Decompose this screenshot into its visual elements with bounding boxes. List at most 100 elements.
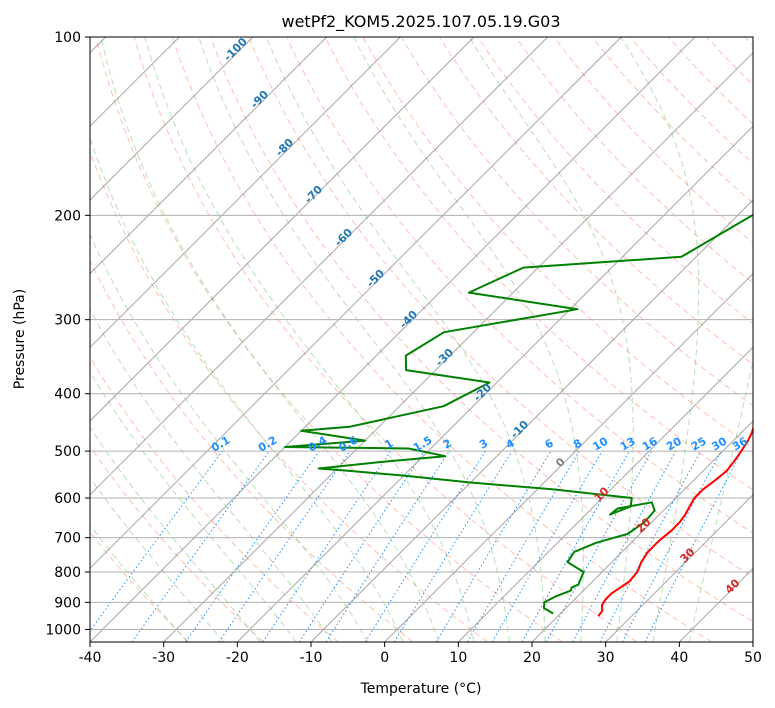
y-tick-label: 900	[54, 595, 81, 611]
dry-adiabat-line	[90, 259, 414, 642]
isotherm-line	[457, 346, 753, 642]
moist-adiabat-line	[90, 476, 225, 642]
y-axis-label: Pressure (hPa)	[12, 289, 28, 389]
dry-adiabat-line	[515, 37, 753, 284]
in-plot-labels: 0.1 0.2 0.4 0.6 1 1.5 2 3 4 6 8 10 13 16 20 25 30 36-100-…	[209, 35, 750, 597]
isotherm-line	[163, 51, 753, 642]
isotherm-line	[90, 37, 401, 349]
isotherm-line	[605, 493, 753, 642]
y-tick-label: 300	[54, 313, 81, 329]
temperature-line	[597, 425, 753, 617]
y-tick-label: 100	[54, 30, 81, 46]
dry-adiabat-label: 0	[553, 455, 568, 470]
mixing-ratio-line	[644, 450, 743, 642]
isotherm-line	[310, 199, 753, 642]
x-tick-label: -40	[79, 650, 102, 666]
dry-adiabat-line	[286, 37, 753, 534]
dry-adiabat-label: 30	[678, 545, 698, 565]
isotherm-label: -50	[364, 267, 387, 290]
isotherm-label: -70	[302, 183, 325, 206]
y-tick-label: 700	[54, 531, 81, 547]
x-tick-label: 40	[670, 650, 688, 666]
isotherm-line	[90, 37, 696, 642]
isotherm-line	[752, 641, 753, 642]
dry-adiabat-line	[90, 531, 190, 642]
plot-area: 0.1 0.2 0.4 0.6 1 1.5 2 3 4 6 8 10 13 16 20 25 30 36-100-…	[90, 35, 753, 642]
dry-adiabat-line	[133, 37, 638, 642]
x-tick-label: 50	[744, 650, 762, 666]
isotherm-label: -80	[273, 136, 296, 159]
mixing-ratio-line	[185, 450, 320, 642]
series-group	[284, 213, 753, 617]
dewpoint-line	[284, 213, 753, 615]
moist-adiabat-line	[90, 308, 333, 642]
isotherm-line	[90, 37, 549, 496]
mixing-ratio-label: 3	[477, 437, 490, 452]
x-axis-label: Temperature (°C)	[360, 681, 482, 697]
dry-adiabat-line	[744, 37, 753, 47]
dry-adiabat-line	[706, 37, 753, 86]
dry-adiabats	[90, 37, 753, 642]
isobar-grid	[90, 37, 753, 630]
x-tick-label: 10	[449, 650, 467, 666]
moist-adiabat-line	[90, 426, 261, 642]
y-tick-label: 500	[54, 444, 81, 460]
y-tick-label: 600	[54, 491, 81, 507]
moist-adiabat-line	[90, 233, 369, 642]
dry-adiabat-label: 20	[634, 515, 654, 535]
isotherm-line	[236, 125, 753, 642]
dry-adiabat-label: 40	[723, 576, 743, 596]
dry-adiabat-line	[90, 356, 339, 642]
mixing-ratio-line	[90, 450, 223, 632]
mixing-ratio-lines	[90, 450, 743, 642]
mixing-ratio-line	[572, 450, 677, 642]
dry-adiabat-line	[90, 445, 264, 642]
isotherm-label: -30	[433, 346, 456, 369]
y-tick-label: 200	[54, 208, 81, 224]
isotherm-line	[531, 420, 753, 642]
moist-adiabat-line	[198, 37, 510, 642]
isotherm-label: -10	[508, 418, 531, 441]
moist-adiabat-line	[90, 524, 188, 642]
moist-adiabat-line	[353, 37, 584, 642]
x-tick-label: 20	[523, 650, 541, 666]
plot-frame	[89, 36, 754, 643]
y-axis-ticks: 100 200 300 400 500 600 700 800 900 1000	[45, 30, 90, 638]
dry-adiabat-line	[553, 37, 753, 244]
mixing-ratio-line	[599, 450, 701, 642]
x-tick-label: -10	[300, 650, 323, 666]
dry-adiabat-line	[248, 37, 753, 578]
isotherm-line	[384, 272, 753, 642]
y-tick-label: 800	[54, 565, 81, 581]
moist-adiabat-line	[100, 37, 439, 642]
x-tick-label: -20	[226, 650, 249, 666]
isotherm-grid	[90, 37, 753, 642]
mixing-ratio-line	[364, 450, 486, 642]
mixing-ratio-line	[393, 450, 513, 642]
mixing-ratio-line	[131, 450, 270, 642]
x-tick-label: -30	[152, 650, 175, 666]
moist-adiabat-line	[688, 358, 753, 642]
isotherm-line	[90, 37, 475, 422]
y-tick-label: 1000	[45, 622, 81, 638]
mixing-ratio-line	[262, 450, 392, 642]
moist-adiabat-line	[265, 37, 546, 642]
moist-adiabat-line	[620, 37, 700, 642]
x-axis-ticks: -40 -30 -20 -10 0 10 20 30 40 50	[79, 642, 762, 666]
isotherm-label: -60	[332, 226, 355, 249]
isotherm-line	[90, 37, 254, 201]
mixing-ratio-label: 2	[441, 437, 454, 452]
isotherm-line	[90, 37, 622, 570]
moist-adiabat-line	[90, 136, 404, 642]
mixing-ratio-line	[545, 450, 653, 642]
dry-adiabat-line	[90, 150, 488, 642]
dry-adiabat-line	[171, 37, 712, 642]
isotherm-label: -40	[397, 308, 420, 331]
isotherm-line	[90, 37, 328, 275]
mixing-ratio-line	[218, 450, 351, 642]
chart-title: wetPf2_KOM5.2025.107.05.19.G03	[281, 12, 560, 32]
isotherm-label: -100	[221, 35, 250, 64]
isotherm-label: -20	[471, 381, 494, 404]
moist-adiabat-line	[144, 37, 475, 642]
